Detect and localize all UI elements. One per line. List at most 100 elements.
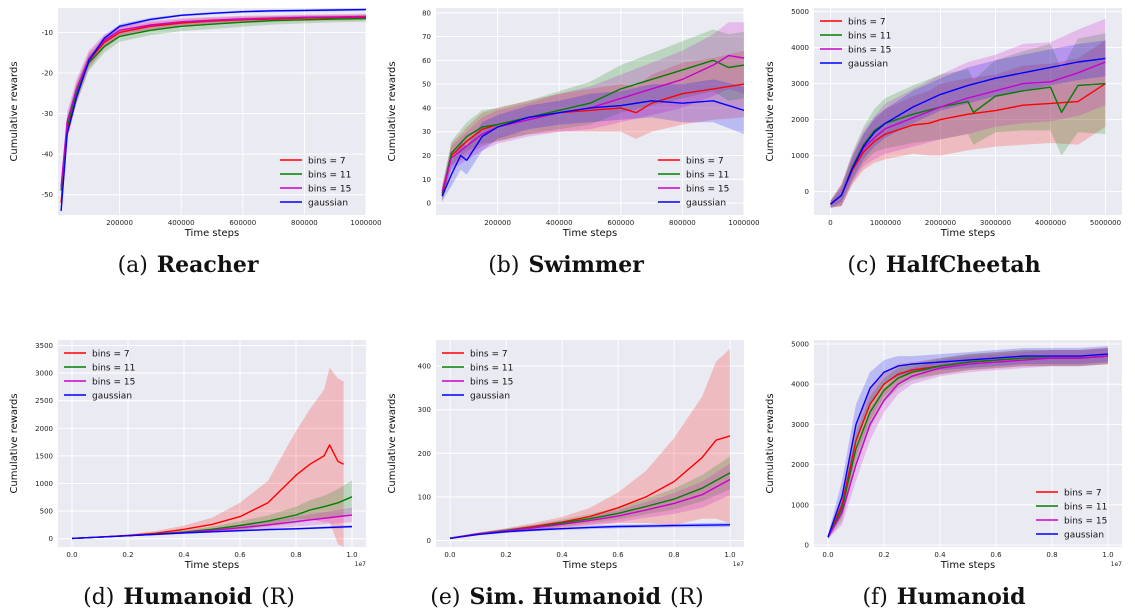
caption-suffix: (R) <box>261 585 295 610</box>
x-tick-label: 1.0 <box>346 551 357 559</box>
caption-label: (c) <box>847 253 877 278</box>
x-tick-label: 600000 <box>607 219 634 227</box>
series-line <box>60 15 366 187</box>
series-line <box>60 17 366 191</box>
legend-label: bins = 7 <box>1064 489 1102 499</box>
x-tick-label: 0.2 <box>500 551 511 559</box>
x-tick-label: 1.0 <box>724 551 735 559</box>
legend-label: bins = 11 <box>848 32 891 42</box>
x-scale-label: 1e7 <box>733 561 745 568</box>
legend-label: bins = 15 <box>686 185 729 195</box>
x-tick-label: 3000000 <box>980 219 1011 227</box>
y-tick-label: 1500 <box>35 452 53 460</box>
y-tick-label: 2000 <box>791 461 809 469</box>
caption-label: (a) <box>117 253 148 278</box>
caption-e: (e) Sim. Humanoid (R) <box>407 584 727 611</box>
plot-area <box>827 346 1109 539</box>
legend-label: bins = 7 <box>308 157 346 167</box>
legend-label: bins = 15 <box>470 378 513 388</box>
series-line <box>449 524 731 539</box>
legend: bins = 7 bins = 11 bins = 15 gaussian <box>64 350 135 402</box>
x-scale-label: 1e7 <box>355 561 367 568</box>
y-axis-label: Cumulative rewards <box>765 393 776 493</box>
x-tick-label: 0 <box>828 219 832 227</box>
legend-label: bins = 11 <box>92 364 135 374</box>
y-tick-label: 200 <box>418 450 431 458</box>
legend-label: bins = 15 <box>1064 517 1107 527</box>
series-line <box>830 83 1106 205</box>
series-line <box>827 355 1109 538</box>
x-tick-label: 1000000 <box>350 219 381 227</box>
caption-b: (b) Swimmer <box>407 252 727 279</box>
x-tick-label: 0.2 <box>878 551 889 559</box>
legend-label: bins = 11 <box>308 171 351 181</box>
y-tick-label: 300 <box>418 406 431 414</box>
chart-swimmer: 0 10 20 30 40 50 60 70 80 200000 400000 600000 80000… <box>387 8 760 239</box>
x-tick-label: 1000000 <box>870 219 901 227</box>
caption-title: Humanoid <box>123 584 253 610</box>
y-tick-label: 1000 <box>791 152 809 160</box>
legend-label: bins = 7 <box>686 157 724 167</box>
caption-a: (a) Reacher <box>29 252 349 279</box>
legend: bins = 7 bins = 11 bins = 15 gaussian <box>442 350 513 402</box>
y-tick-label: 0 <box>427 200 431 208</box>
legend-label: bins = 7 <box>848 18 886 28</box>
y-tick-label: 30 <box>422 128 431 136</box>
plot-background <box>436 340 744 547</box>
legend-label: bins = 11 <box>470 364 513 374</box>
series-band <box>830 18 1106 208</box>
y-tick-label: 400 <box>418 363 431 371</box>
x-axis-label: Time steps <box>562 560 618 571</box>
x-axis-label: Time steps <box>562 228 618 239</box>
y-tick-label: 1000 <box>791 501 809 509</box>
y-tick-label: 2000 <box>35 425 53 433</box>
x-tick-label: 0.4 <box>178 551 190 559</box>
y-tick-label: 3500 <box>35 342 53 350</box>
x-tick-label: 5000000 <box>1090 219 1121 227</box>
x-tick-label: 0.8 <box>1046 551 1057 559</box>
series-line <box>827 353 1109 538</box>
y-tick-label: 70 <box>422 33 431 41</box>
x-axis-label: Time steps <box>184 560 240 571</box>
legend-label: bins = 15 <box>92 378 135 388</box>
x-tick-label: 200000 <box>484 219 511 227</box>
y-tick-label: 0 <box>805 188 809 196</box>
series-band <box>450 522 730 539</box>
caption-label: (d) <box>83 585 115 610</box>
x-axis-label: Time steps <box>184 228 240 239</box>
y-axis-label: Cumulative rewards <box>9 393 20 493</box>
legend-label: gaussian <box>1064 531 1104 541</box>
legend-label: gaussian <box>308 199 348 209</box>
x-tick-label: 800000 <box>669 219 696 227</box>
legend-label: bins = 7 <box>92 350 130 360</box>
x-axis-label: Time steps <box>940 228 996 239</box>
legend-label: bins = 7 <box>470 350 508 360</box>
y-tick-label: 60 <box>422 57 431 65</box>
y-tick-label: 1000 <box>35 480 53 488</box>
y-tick-label: 3000 <box>791 80 809 88</box>
x-tick-label: 0.4 <box>556 551 568 559</box>
y-tick-label: 2500 <box>35 397 53 405</box>
legend-label: bins = 15 <box>308 185 351 195</box>
x-tick-label: 1.0 <box>1102 551 1113 559</box>
plot-area <box>441 22 744 204</box>
legend: bins = 7 bins = 11 bins = 15 gaussian <box>658 157 729 209</box>
chart-humanoid: 0 1000 2000 3000 4000 5000 0.0 0.2 0.4 0.6 0.8 1.0 T… <box>765 340 1122 571</box>
x-tick-label: 4000000 <box>1035 219 1066 227</box>
chart-sim-humanoid-r: 0 100 200 300 400 0.0 0.2 0.4 0.6 0.8 1.0 Time step… <box>387 340 745 571</box>
x-tick-label: 0.0 <box>66 551 77 559</box>
plot-background <box>436 8 744 215</box>
y-tick-label: 3000 <box>791 421 809 429</box>
x-tick-label: 0.4 <box>934 551 946 559</box>
legend: bins = 7 bins = 11 bins = 15 gaussian <box>1036 489 1107 541</box>
series-line <box>441 83 744 197</box>
y-axis-label: Cumulative rewards <box>387 61 398 161</box>
y-tick-label: 0 <box>49 535 53 543</box>
caption-f: (f) Humanoid <box>785 584 1105 611</box>
legend-label: bins = 11 <box>686 171 729 181</box>
y-tick-label: 3000 <box>35 370 53 378</box>
x-tick-label: 400000 <box>546 219 573 227</box>
series-band <box>72 480 352 539</box>
caption-label: (f) <box>862 585 888 610</box>
x-tick-label: 0.0 <box>444 551 455 559</box>
